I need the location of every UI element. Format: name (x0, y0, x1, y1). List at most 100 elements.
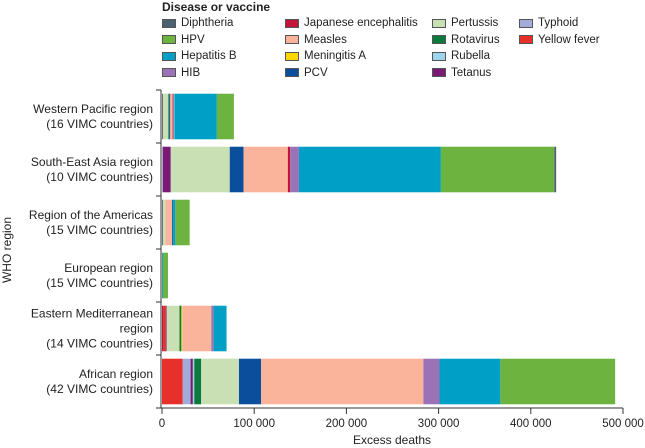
bar-segment-japanese-encephalitis (172, 93, 174, 140)
legend-swatch (285, 18, 299, 28)
bar-segment-japanese-encephalitis (162, 305, 164, 352)
bar-segment-pcv (238, 358, 262, 405)
y-axis: Western Pacific region(16 VIMC countries… (29, 89, 162, 409)
bar-segment-measles (261, 358, 424, 405)
legend-swatch (162, 68, 176, 77)
legend-label: Meningitis A (304, 50, 367, 62)
bar-segment-pertussis (162, 199, 166, 246)
y-category-label: (15 VIMC countries) (46, 276, 153, 290)
legend-label: Pertussis (451, 17, 499, 29)
legend-swatch (285, 51, 299, 61)
legend: Diphtheria HPV Hepatitis B HIB Japanese ence… (162, 17, 642, 87)
y-category-label: (15 VIMC countries) (46, 223, 153, 237)
y-category-label: European region (64, 261, 153, 275)
x-tick-label: 500 000 (602, 418, 644, 430)
bar-segment-hpv (162, 252, 168, 299)
bar-segment-tetanus (190, 358, 193, 405)
y-category-label: Western Pacific region (33, 102, 153, 116)
bar-segment-measles (165, 199, 173, 246)
x-axis-title: Excess deaths (353, 433, 431, 447)
legend-label: Typhoid (538, 17, 579, 29)
y-category-label: (14 VIMC countries) (46, 337, 153, 351)
legend-label: Diphtheria (181, 17, 234, 29)
legend-swatch (285, 68, 299, 77)
legend-item-yellow-fever: Yellow fever (519, 34, 600, 46)
bar-segment-rubella (192, 358, 195, 405)
y-category-label: (10 VIMC countries) (46, 170, 153, 184)
legend-swatch (162, 18, 176, 28)
bar-segment-hib (423, 358, 440, 405)
legend-swatch (432, 35, 446, 44)
bar-segment-rotavirus (194, 358, 202, 405)
x-tick-label: 400 000 (510, 418, 552, 430)
bar-segment-diphtheria (162, 93, 163, 140)
legend-swatch (432, 18, 446, 28)
bar-segment-tetanus (162, 146, 171, 193)
legend-swatch (432, 68, 446, 77)
bar-segment-pcv (168, 93, 170, 140)
y-category-label: (16 VIMC countries) (46, 117, 153, 131)
bar-segment-hepatitis-b (173, 199, 176, 246)
legend-item-rotavirus: Rotavirus (432, 34, 500, 46)
legend-item-hepatitis-b: Hepatitis B (162, 50, 237, 62)
bar-segment-hepatitis-b (439, 358, 501, 405)
bar-segment-rotavirus (169, 93, 171, 140)
legend-swatch (519, 18, 533, 28)
legend-label: Hepatitis B (181, 50, 237, 62)
bar-segment-pcv (172, 199, 174, 246)
bar-segment-hepatitis-b (213, 305, 227, 352)
bar-segment-typhoid (182, 358, 191, 405)
bar-segment-hepatitis-b (174, 93, 217, 140)
bar-segment-hib (211, 305, 214, 352)
legend-label: Rotavirus (451, 33, 500, 46)
bar-segment-yellow-fever (163, 305, 166, 352)
legend-item-measles: Measles (285, 34, 347, 46)
legend-item-japanese-encephalitis: Japanese encephalitis (285, 17, 418, 29)
y-category-label: South-East Asia region (31, 155, 153, 169)
legend-label: Rubella (451, 50, 490, 62)
bar-segment-hepatitis-b (298, 146, 441, 193)
legend-item-tetanus: Tetanus (432, 67, 491, 79)
legend-item-hpv: HPV (162, 34, 205, 46)
x-tick-label: 0 (159, 418, 165, 430)
legend-label: Japanese encephalitis (304, 17, 418, 29)
y-axis-title: WHO region (0, 217, 14, 283)
legend-label: PCV (304, 66, 328, 79)
legend-label: HPV (181, 33, 205, 46)
legend-swatch (162, 35, 176, 44)
legend-item-rubella: Rubella (432, 50, 490, 62)
legend-swatch (162, 51, 176, 61)
bar-segment-tetanus (165, 305, 167, 352)
bar-segment-pertussis (170, 146, 230, 193)
legend-swatch (519, 35, 533, 44)
legend-swatch (432, 51, 446, 61)
bar-segment-hepatitis-b (162, 252, 163, 299)
legend-item-pcv: PCV (285, 67, 328, 79)
y-category-label: Eastern Mediterranean (31, 307, 153, 321)
bar-segment-meningitis-a (181, 305, 183, 352)
x-tick-label: 100 000 (233, 418, 275, 430)
bar-segment-pcv (229, 146, 244, 193)
legend-label: Yellow fever (538, 33, 600, 46)
bars-group (162, 93, 616, 405)
bar-segment-pertussis (201, 358, 239, 405)
legend-label: HIB (181, 66, 201, 79)
bar-segment-diphtheria (554, 146, 557, 193)
legend-item-typhoid: Typhoid (519, 17, 578, 29)
x-axis: 0 100 000 200 000 300 000 400 000 500 000 (159, 407, 644, 430)
bar-segment-hpv (175, 199, 190, 246)
y-category-label: African region (79, 367, 153, 381)
legend-item-diphtheria: Diphtheria (162, 17, 233, 29)
bar-segment-measles (243, 146, 288, 193)
bar-segment-pertussis (162, 93, 169, 140)
legend-item-meningitis-a: Meningitis A (285, 50, 366, 62)
bar-segment-rotavirus (179, 305, 182, 352)
legend-label: Tetanus (451, 66, 492, 79)
bar-segment-japanese-encephalitis (287, 146, 291, 193)
bar-segment-hpv (216, 93, 234, 140)
legend-item-hib: HIB (162, 67, 200, 79)
bar-segment-hib (290, 146, 299, 193)
bar-segment-hpv (440, 146, 555, 193)
bar-segment-yellow-fever (162, 358, 183, 405)
